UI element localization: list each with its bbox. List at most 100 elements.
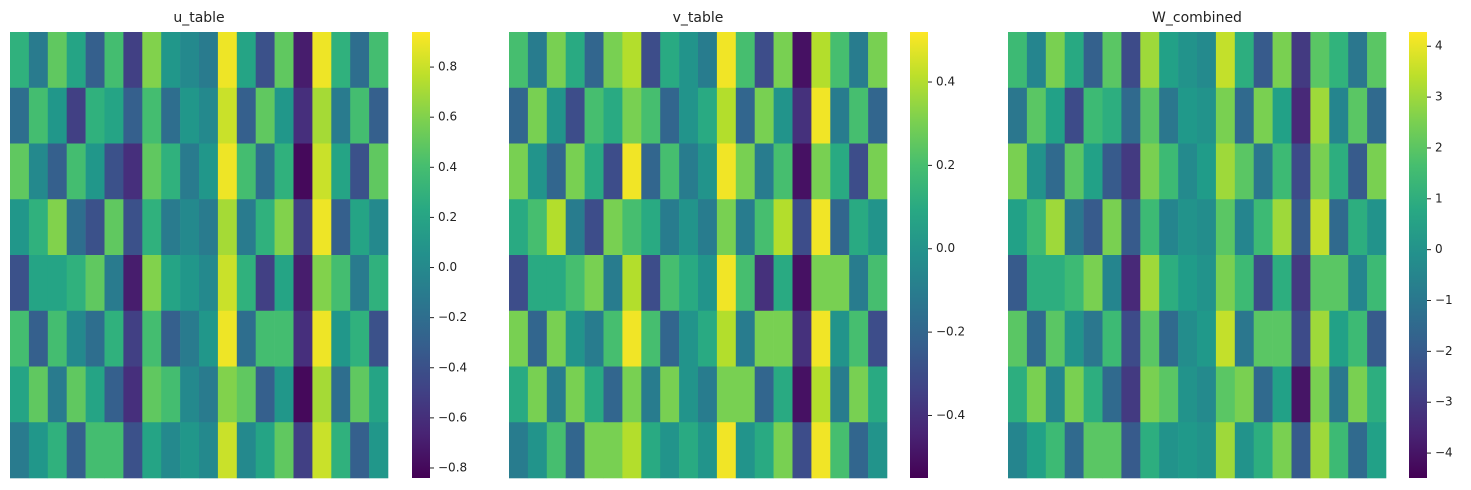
colorbar-tick-label: 3 [1435,90,1443,104]
colorbar-tick-label: 0.0 [936,241,955,255]
heatmap-cell [123,199,143,256]
heatmap-cell [142,310,162,367]
heatmap-cell [66,32,86,89]
heatmap-cell [792,422,812,479]
heatmap-cell [1178,422,1198,479]
heatmap-cell [868,32,888,89]
heatmap-cell [1348,310,1368,367]
heatmap-cell [1329,422,1349,479]
heatmap-cell [1215,366,1236,423]
heatmap-cell [1253,32,1273,89]
heatmap-cell [735,366,755,423]
heatmap-cell [565,32,585,89]
heatmap-cell [509,310,529,367]
heatmap-cell [1064,310,1084,367]
heatmap-cell [1348,422,1368,479]
heatmap-cell [1291,143,1311,200]
heatmap-cell [1291,199,1311,256]
heatmap-cell [1102,255,1122,312]
heatmap-cell [47,422,67,479]
heatmap-cell [1197,255,1217,312]
heatmap-cell [1310,422,1330,479]
heatmap-cell [811,310,831,367]
heatmap-cell [811,32,831,89]
heatmap-cell [1026,87,1047,144]
heatmap-cell [868,87,888,144]
heatmap-cell [584,199,604,256]
heatmap-cell [1310,87,1330,144]
heatmap-cell [1272,87,1292,144]
heatmap-cell [773,366,793,423]
heatmap-cell [66,199,86,256]
heatmap-cell [1272,310,1292,367]
heatmap-cell [274,143,294,200]
heatmap-cell [28,366,49,423]
heatmap-cell [274,87,294,144]
heatmap-cell [735,255,755,312]
heatmap-cell [546,87,566,144]
heatmap-cell [603,32,623,89]
heatmap-cell [603,310,623,367]
heatmap-cell [1197,199,1217,256]
chart-title: W_combined [1152,10,1242,26]
heatmap-cell [312,366,332,423]
heatmap-cell [123,143,143,200]
heatmap-cell [1367,255,1387,312]
heatmap-cell [1367,87,1387,144]
heatmap-cell [85,199,105,256]
heatmap-cell [1348,255,1368,312]
heatmap-cell [217,143,238,200]
heatmap-cell [792,143,812,200]
heatmap-cell [274,199,294,256]
heatmap-cell [811,87,831,144]
heatmap-cell [830,255,850,312]
heatmap-cell [1234,366,1254,423]
heatmap-cell [236,310,256,367]
heatmap-cell [754,87,774,144]
heatmap-cell [1045,199,1065,256]
heatmap-cell [255,366,275,423]
heatmap-cell [698,143,718,200]
heatmap-cell [1310,366,1330,423]
heatmap-cell [509,199,529,256]
heatmap-cell [28,255,49,312]
heatmap-cell [1367,366,1387,423]
heatmap-cell [1140,143,1160,200]
heatmap-cell [331,32,351,89]
heatmap-cell [660,366,680,423]
heatmap-cell [584,87,604,144]
colorbar [910,32,928,478]
heatmap-cell [1197,143,1217,200]
heatmap-cell [255,143,275,200]
heatmap-cell [1121,143,1141,200]
heatmap-cell [1310,255,1330,312]
heatmap-cell [868,310,888,367]
heatmap-cell [1008,32,1028,89]
colorbar [1409,32,1427,478]
heatmap-cell [142,422,162,479]
heatmap-cell [180,199,200,256]
heatmap-cell [1064,255,1084,312]
heatmap-cell [350,310,370,367]
heatmap-cell [546,255,566,312]
heatmap-cell [66,87,86,144]
heatmap-cell [1008,143,1028,200]
heatmap-cell [1102,366,1122,423]
heatmap-cell [1083,366,1103,423]
colorbar-tick-label: 0.0 [438,260,457,274]
heatmap-cell [735,87,755,144]
heatmap-cell [331,87,351,144]
heatmap-cell [1253,87,1273,144]
heatmap-cell [1159,32,1179,89]
heatmap-cell [312,143,332,200]
heatmap-cell [274,366,294,423]
heatmap-cell [716,199,737,256]
heatmap-cell [698,422,718,479]
heatmap-cell [28,87,49,144]
heatmap-cell [1291,32,1311,89]
heatmap-cell [1121,366,1141,423]
heatmap-cell [1197,87,1217,144]
heatmap-cell [849,366,869,423]
heatmap-cell [773,143,793,200]
